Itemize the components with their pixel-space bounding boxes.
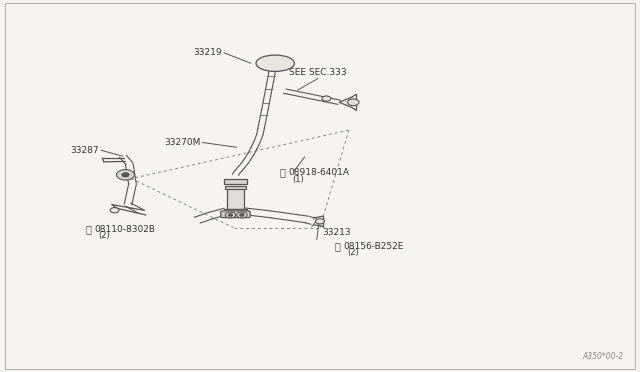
FancyBboxPatch shape: [221, 211, 250, 218]
Text: Ⓑ: Ⓑ: [334, 241, 340, 251]
Text: 08156-B252E: 08156-B252E: [343, 242, 403, 251]
Circle shape: [228, 214, 233, 217]
Text: 33287: 33287: [70, 146, 99, 155]
Circle shape: [316, 219, 324, 224]
FancyBboxPatch shape: [227, 187, 244, 209]
Text: Ⓝ: Ⓝ: [279, 168, 285, 177]
Text: (2): (2): [347, 248, 358, 257]
Text: 33219: 33219: [193, 48, 222, 57]
Text: 08110-8302B: 08110-8302B: [95, 225, 156, 234]
Text: (2): (2): [99, 231, 110, 240]
Circle shape: [110, 208, 119, 213]
FancyBboxPatch shape: [224, 209, 247, 213]
Text: Ⓑ: Ⓑ: [86, 224, 92, 234]
Circle shape: [122, 173, 129, 177]
Ellipse shape: [256, 55, 294, 71]
Circle shape: [225, 212, 236, 218]
Text: SEE SEC.333: SEE SEC.333: [289, 68, 347, 77]
FancyBboxPatch shape: [224, 179, 247, 184]
Circle shape: [116, 170, 134, 180]
Circle shape: [348, 99, 359, 106]
Text: A350*00-2: A350*00-2: [583, 352, 624, 361]
Circle shape: [237, 212, 247, 218]
Circle shape: [322, 96, 331, 101]
Circle shape: [239, 214, 244, 217]
Text: 33270M: 33270M: [164, 138, 200, 147]
Text: (1): (1): [292, 175, 303, 184]
FancyBboxPatch shape: [225, 186, 246, 189]
Text: 08918-6401A: 08918-6401A: [288, 168, 349, 177]
Text: 33213: 33213: [323, 228, 351, 237]
